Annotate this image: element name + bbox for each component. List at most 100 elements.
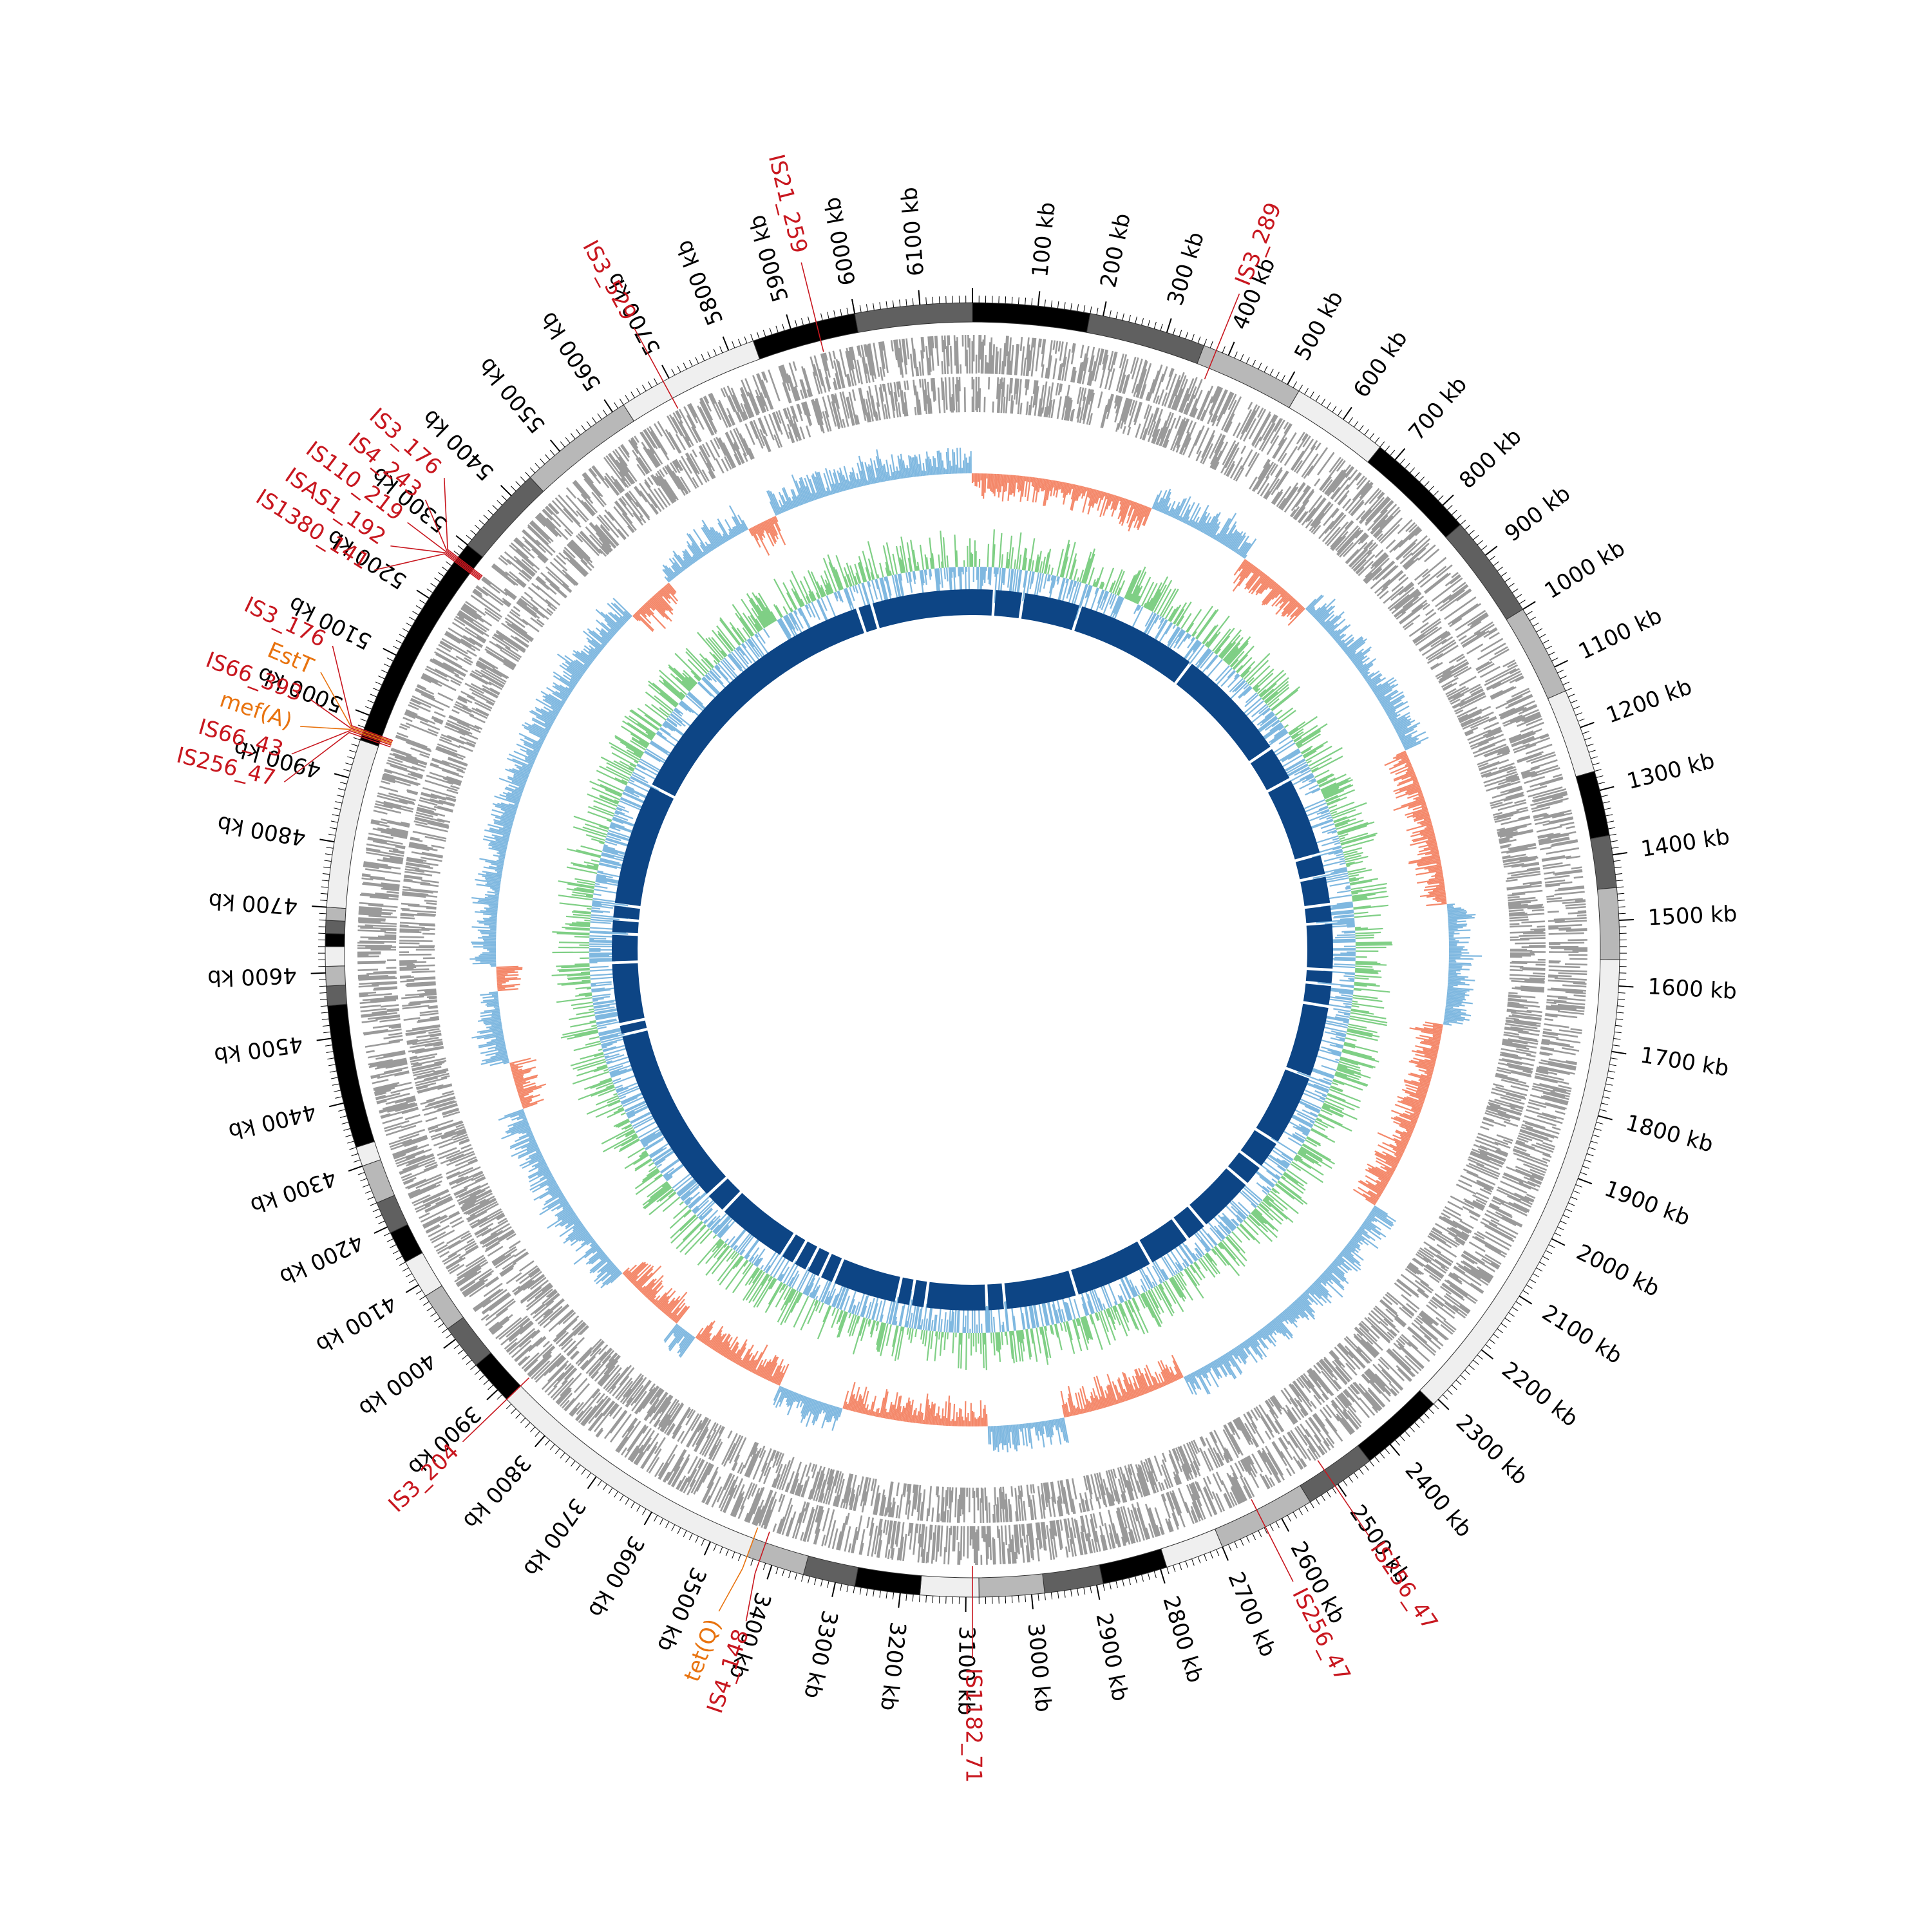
cds-forward xyxy=(439,1251,450,1258)
cds-forward xyxy=(449,1264,465,1274)
cds-reverse xyxy=(963,1487,966,1522)
cds-forward xyxy=(1075,1520,1084,1555)
minor-tick xyxy=(1191,1558,1195,1566)
cds-forward xyxy=(778,366,792,403)
cds-forward xyxy=(383,858,403,864)
cds-forward xyxy=(1251,1453,1264,1473)
minor-tick xyxy=(430,583,437,588)
cds-forward xyxy=(732,1491,745,1517)
cds-forward xyxy=(717,401,731,428)
cds-forward xyxy=(1543,871,1555,875)
minor-tick xyxy=(1477,540,1483,545)
minor-tick xyxy=(840,308,842,316)
cds-reverse xyxy=(1019,402,1023,415)
cds-reverse xyxy=(1100,404,1108,428)
cds-forward xyxy=(1309,1416,1321,1432)
cds-forward xyxy=(1545,1102,1567,1110)
cds-forward xyxy=(1548,927,1571,930)
cds-forward xyxy=(513,539,535,559)
cds-reverse xyxy=(513,1252,529,1264)
minor-tick xyxy=(1304,388,1309,395)
cds-forward xyxy=(794,385,800,401)
contig-segment xyxy=(325,920,346,934)
cds-forward xyxy=(1510,732,1536,744)
cds-reverse xyxy=(1296,482,1305,493)
cds-forward xyxy=(1548,969,1587,972)
cds-reverse xyxy=(1153,428,1160,444)
cds-reverse xyxy=(1510,974,1546,978)
cds-forward xyxy=(377,1070,410,1079)
cds-forward xyxy=(428,1225,450,1238)
cds-forward xyxy=(1491,1199,1501,1206)
cds-forward xyxy=(1241,1459,1251,1475)
cds-reverse xyxy=(1082,388,1087,402)
cds-forward xyxy=(941,361,944,375)
major-tick xyxy=(374,1226,388,1234)
minor-tick xyxy=(1616,880,1624,882)
cds-forward xyxy=(1191,1493,1204,1521)
cds-forward xyxy=(1037,1522,1043,1548)
cds-forward xyxy=(1212,1473,1222,1492)
cds-forward xyxy=(1224,413,1235,433)
cds-forward xyxy=(531,1360,551,1379)
gc-skew-bar xyxy=(1446,905,1454,907)
cds-forward xyxy=(700,397,714,421)
cds-forward xyxy=(1567,911,1587,914)
cds-forward xyxy=(386,762,408,770)
cds-forward xyxy=(1535,1142,1555,1151)
cds-forward xyxy=(555,1387,571,1403)
minor-tick xyxy=(1493,561,1499,566)
cds-reverse xyxy=(1071,1478,1077,1500)
cds-forward xyxy=(824,352,828,361)
minor-tick xyxy=(827,312,829,319)
cds-forward xyxy=(1509,675,1524,684)
cds-forward xyxy=(1489,649,1510,661)
minor-tick xyxy=(1264,1527,1268,1535)
cds-forward xyxy=(648,1457,660,1474)
cds-reverse xyxy=(1358,560,1374,576)
cds-forward xyxy=(1516,1157,1548,1171)
cds-reverse xyxy=(634,486,648,503)
cds-forward xyxy=(1258,422,1276,451)
minor-tick xyxy=(1601,1103,1609,1105)
cds-reverse xyxy=(1032,1484,1036,1493)
cds-forward xyxy=(1540,1042,1549,1046)
cds-forward xyxy=(804,1508,815,1542)
cds-reverse xyxy=(1088,413,1093,426)
minor-tick xyxy=(419,600,426,604)
cds-reverse xyxy=(1480,1126,1490,1131)
cds-forward xyxy=(1061,356,1067,381)
cds-forward xyxy=(1536,1068,1548,1072)
cds-forward xyxy=(673,1450,687,1472)
cds-reverse xyxy=(1526,1054,1536,1057)
cds-forward xyxy=(953,1526,956,1552)
tick-label: 6100 kb xyxy=(896,186,929,277)
cds-forward xyxy=(377,795,408,805)
cds-forward xyxy=(358,909,382,913)
minor-tick xyxy=(1173,327,1176,335)
minor-tick xyxy=(1615,873,1623,875)
cds-forward xyxy=(1405,557,1419,571)
cds-forward xyxy=(472,591,501,612)
minor-tick xyxy=(1385,445,1390,452)
cds-reverse xyxy=(1396,1279,1419,1298)
cds-forward xyxy=(687,1457,702,1483)
cds-forward xyxy=(945,346,949,374)
cds-forward xyxy=(564,1383,591,1412)
cds-forward xyxy=(1460,630,1481,645)
cds-forward xyxy=(1526,717,1543,726)
cds-forward xyxy=(1302,433,1308,441)
cds-forward xyxy=(1524,714,1542,723)
minor-tick xyxy=(905,299,907,307)
cds-forward xyxy=(1503,716,1526,727)
cds-forward xyxy=(564,1397,575,1411)
cds-reverse xyxy=(1210,435,1226,465)
cds-forward xyxy=(1293,460,1303,473)
cds-forward xyxy=(475,586,489,596)
minor-tick xyxy=(1090,306,1092,314)
cds-forward xyxy=(1370,515,1388,534)
cds-forward xyxy=(1350,1383,1360,1395)
cds-forward xyxy=(393,1144,430,1159)
cds-forward xyxy=(1046,340,1053,379)
minor-tick xyxy=(1565,1208,1573,1213)
